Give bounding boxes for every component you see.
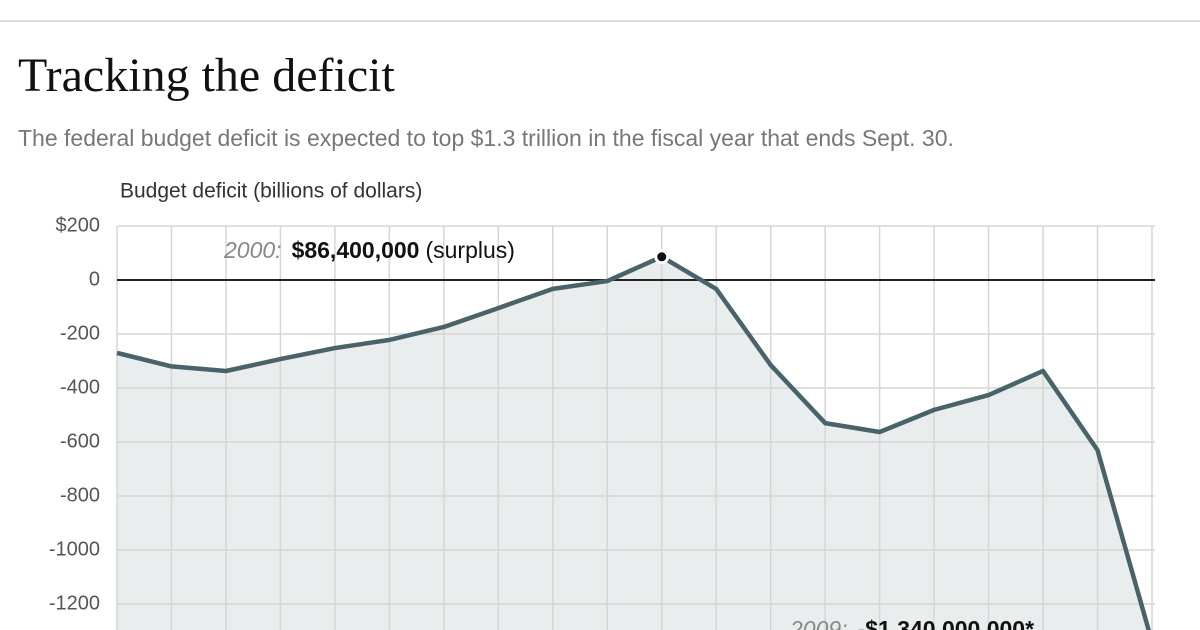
highlight-dot — [654, 249, 670, 265]
annotation-value: $86,400,000 — [292, 237, 420, 263]
y-tick-label: -800 — [60, 484, 100, 506]
annotation-note: (surplus) — [425, 237, 514, 263]
y-tick-label: -1200 — [49, 592, 100, 614]
annotation: 2000: $86,400,000 (surplus) — [223, 237, 515, 263]
annotation-year: 2009: — [789, 616, 848, 630]
annotation-year: 2000: — [223, 237, 282, 263]
chart-title: Tracking the deficit — [18, 49, 395, 102]
y-tick-label: -400 — [60, 376, 100, 398]
annotation: 2009: -$1,340,000,000* — [789, 616, 1034, 630]
chart-subtitle: The federal budget deficit is expected t… — [18, 125, 954, 151]
annotation-value: -$1,340,000,000* — [858, 616, 1035, 630]
y-axis-label: Budget deficit (billions of dollars) — [120, 180, 422, 203]
y-tick-label: 0 — [89, 268, 100, 290]
y-tick-label: -600 — [60, 430, 100, 452]
y-tick-label: $200 — [56, 214, 101, 236]
y-tick-label: -200 — [60, 322, 100, 344]
y-tick-label: -1000 — [49, 538, 100, 560]
area — [117, 256, 1149, 630]
line — [116, 254, 1151, 630]
